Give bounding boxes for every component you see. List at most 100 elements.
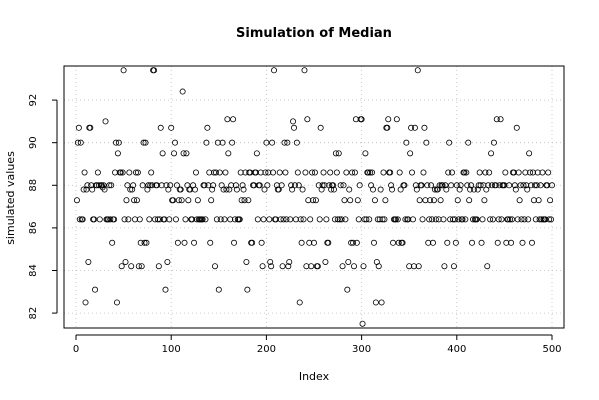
- y-axis-label: simulated values: [4, 151, 17, 245]
- data-point: [310, 239, 317, 246]
- data-point: [547, 197, 554, 204]
- x-tick-label: 300: [352, 344, 371, 355]
- data-point: [223, 186, 230, 193]
- data-point: [323, 216, 330, 223]
- data-point: [445, 169, 452, 176]
- data-point: [492, 182, 499, 189]
- data-point: [267, 258, 274, 265]
- data-point: [509, 216, 516, 223]
- data-point: [178, 197, 185, 204]
- data-point: [476, 169, 483, 176]
- data-point: [374, 216, 381, 223]
- data-point: [272, 216, 279, 223]
- data-point: [512, 186, 519, 193]
- data-point: [343, 169, 350, 176]
- data-point: [319, 182, 326, 189]
- data-point: [262, 169, 269, 176]
- data-point: [164, 258, 171, 265]
- data-point: [358, 116, 365, 123]
- data-point: [93, 182, 100, 189]
- data-point: [393, 116, 400, 123]
- data-point: [494, 239, 501, 246]
- data-point: [514, 216, 521, 223]
- data-point: [331, 216, 338, 223]
- data-point: [254, 216, 261, 223]
- data-point: [237, 169, 244, 176]
- data-point: [137, 239, 144, 246]
- data-point: [157, 124, 164, 131]
- data-point: [210, 182, 217, 189]
- data-point: [231, 216, 238, 223]
- data-point: [517, 182, 524, 189]
- data-point: [230, 116, 237, 123]
- data-point: [180, 150, 187, 157]
- data-point: [229, 139, 236, 146]
- data-point: [123, 197, 130, 204]
- data-point: [215, 286, 222, 293]
- data-point: [138, 263, 145, 270]
- data-point: [387, 169, 394, 176]
- data-point: [403, 139, 410, 146]
- data-point: [225, 150, 232, 157]
- plot-frame: [63, 65, 565, 329]
- data-point: [296, 299, 303, 306]
- data-point: [134, 169, 141, 176]
- data-point: [388, 182, 395, 189]
- data-point: [447, 216, 454, 223]
- data-point: [518, 216, 525, 223]
- chart-title: Simulation of Median: [236, 26, 392, 41]
- data-point: [416, 197, 423, 204]
- data-point: [490, 139, 497, 146]
- data-point: [549, 182, 556, 189]
- data-point: [440, 216, 447, 223]
- data-point: [370, 186, 377, 193]
- data-point: [153, 182, 160, 189]
- data-point: [145, 182, 152, 189]
- data-point: [243, 258, 250, 265]
- data-point: [266, 216, 273, 223]
- data-point: [450, 263, 457, 270]
- data-point: [436, 182, 443, 189]
- data-point: [258, 239, 265, 246]
- data-point: [297, 216, 304, 223]
- data-point: [457, 182, 464, 189]
- data-point: [76, 216, 83, 223]
- data-point: [154, 216, 161, 223]
- data-point: [175, 197, 182, 204]
- data-point: [333, 169, 340, 176]
- data-point: [507, 216, 514, 223]
- data-point: [469, 216, 476, 223]
- data-point: [461, 169, 468, 176]
- data-point: [268, 263, 275, 270]
- data-point: [291, 124, 298, 131]
- data-point: [365, 169, 372, 176]
- data-point: [249, 239, 256, 246]
- data-point: [185, 197, 192, 204]
- data-point: [241, 197, 248, 204]
- data-point: [270, 169, 277, 176]
- data-point: [244, 286, 251, 293]
- data-point: [192, 169, 199, 176]
- data-point: [310, 197, 317, 204]
- data-point: [105, 216, 112, 223]
- data-point: [302, 169, 309, 176]
- data-point: [118, 263, 125, 270]
- data-point: [453, 182, 460, 189]
- data-point: [159, 150, 166, 157]
- y-tick-label: 90: [28, 136, 39, 149]
- data-point: [128, 263, 135, 270]
- x-tick-label: 500: [542, 344, 561, 355]
- data-point: [75, 124, 82, 131]
- data-point: [87, 124, 94, 131]
- data-point: [522, 169, 529, 176]
- data-point: [204, 124, 211, 131]
- data-point: [520, 182, 527, 189]
- data-point: [253, 150, 260, 157]
- data-point: [513, 124, 520, 131]
- data-point: [247, 169, 254, 176]
- data-point: [224, 116, 231, 123]
- data-point: [382, 197, 389, 204]
- data-point: [544, 182, 551, 189]
- data-point: [227, 216, 234, 223]
- data-point: [384, 124, 391, 131]
